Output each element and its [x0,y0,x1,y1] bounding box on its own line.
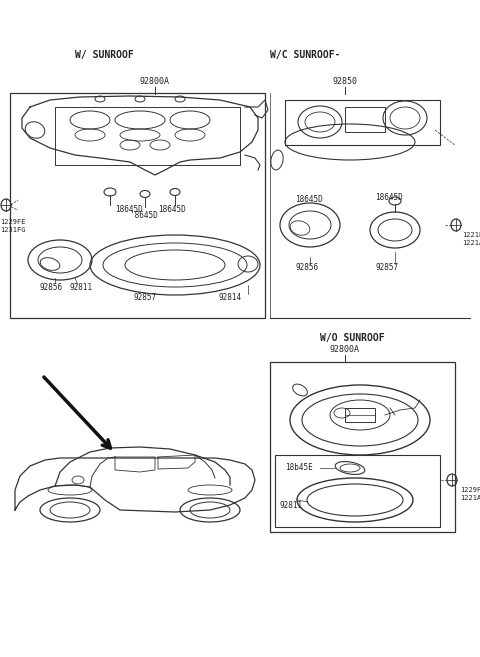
Text: 1221AC: 1221AC [460,495,480,501]
Text: 92857: 92857 [133,294,156,302]
Text: 92800A: 92800A [140,78,170,87]
Text: W/O SUNROOF: W/O SUNROOF [320,333,384,343]
Bar [275,455,440,527]
Text: 92811: 92811 [280,501,303,509]
Text: 1221AC: 1221AC [462,240,480,246]
Bar [345,408,375,422]
Text: 1231FG: 1231FG [0,227,25,233]
Text: 92814: 92814 [218,294,241,302]
Text: 18645D: 18645D [375,194,403,202]
Text: 92856: 92856 [40,284,63,292]
Text: 92811: 92811 [70,284,93,292]
Bar [10,93,265,318]
Text: 92857: 92857 [375,263,398,273]
Text: 92856: 92856 [295,263,318,273]
Bar [55,107,240,165]
Text: W/C SUNROOF-: W/C SUNROOF- [270,50,340,60]
Text: W/ SUNROOF: W/ SUNROOF [75,50,134,60]
Text: 92800A: 92800A [330,346,360,355]
Text: 18645D: 18645D [115,206,143,214]
Text: 1229FE: 1229FE [0,219,25,225]
Text: 1221EE: 1221EE [462,232,480,238]
Text: 18b45E: 18b45E [285,463,313,472]
Bar [270,362,455,532]
Text: 92850: 92850 [333,78,358,87]
Text: 18645D: 18645D [158,206,186,214]
Bar [285,100,440,145]
Text: '8645D: '8645D [130,212,158,221]
Text: 1229FE: 1229FE [460,487,480,493]
Text: 18645D: 18645D [295,196,323,204]
Bar [345,107,385,132]
